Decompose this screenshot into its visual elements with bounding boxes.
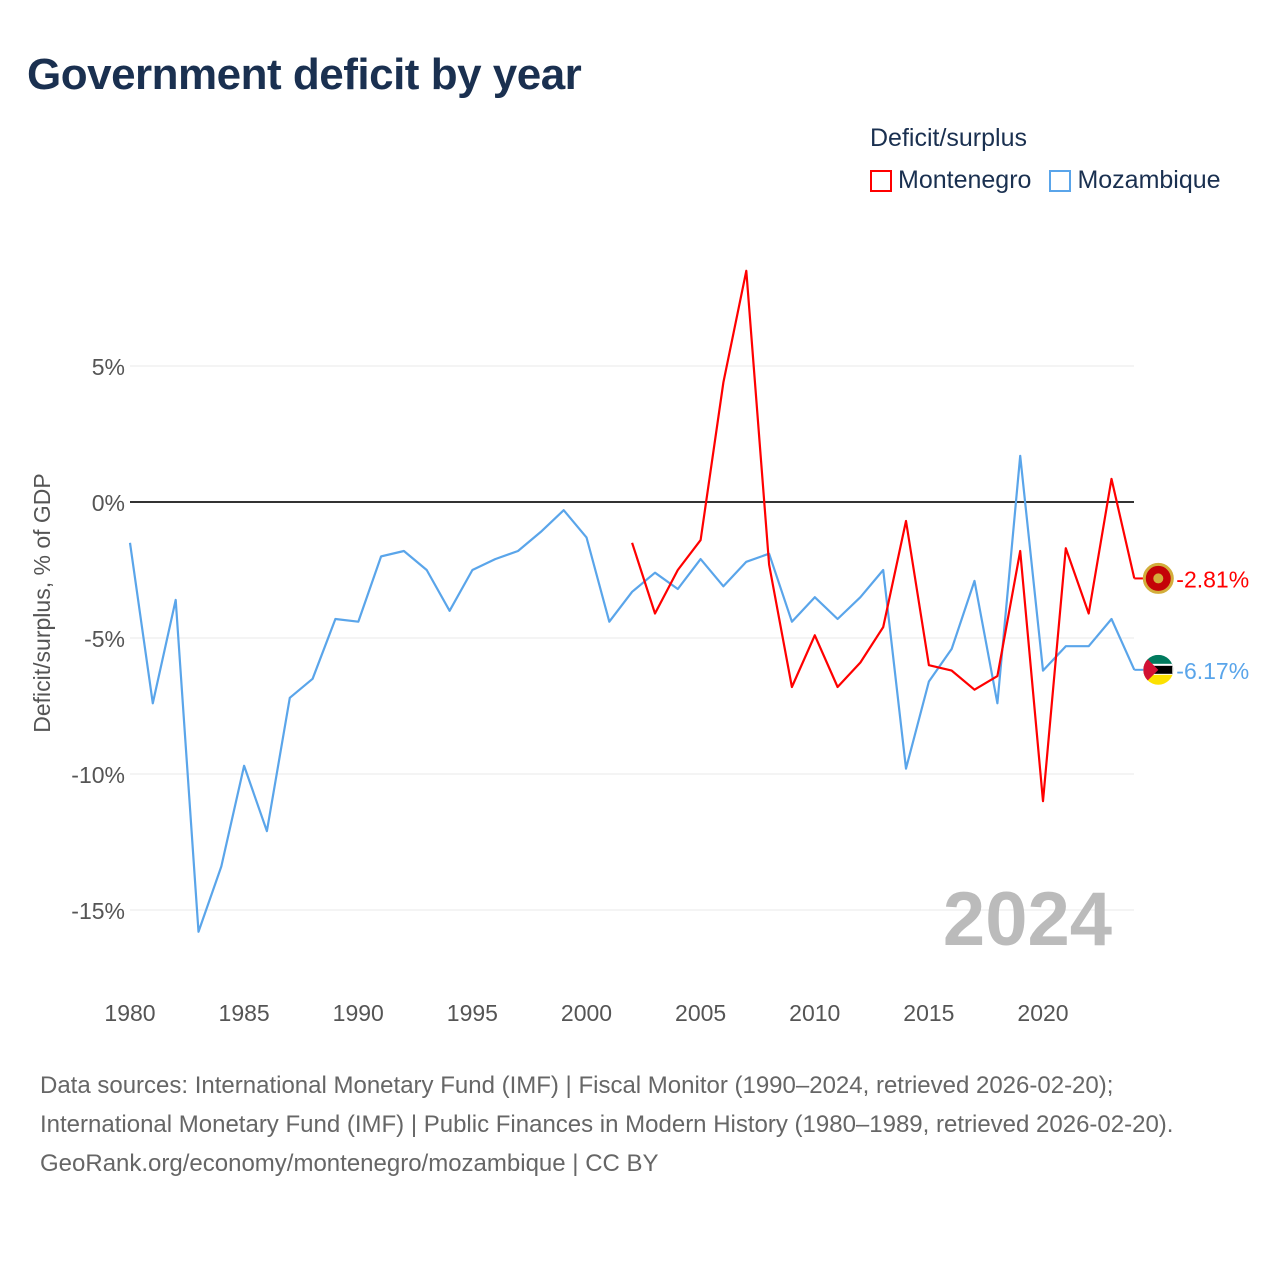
credit-link[interactable]: GeoRank.org/economy/montenegro/mozambiqu… [40,1150,659,1177]
legend-label: Montenegro [898,166,1032,194]
y-tick-label: 5% [92,354,125,380]
legend-title: Deficit/surplus [870,124,1027,152]
series-line-montenegro [631,269,1136,803]
y-tick-label: 0% [92,490,125,516]
x-tick-label: 1995 [447,1000,498,1026]
x-tick-label: 2020 [1017,1000,1068,1026]
y-tick-label: -5% [84,626,125,652]
y-axis-label: Deficit/surplus, % of GDP [29,473,55,732]
legend-swatch-mozambique [1049,169,1072,192]
x-tick-label: 1985 [219,1000,270,1026]
y-tick-label: -10% [71,762,125,788]
y-tick-label: -15% [71,898,125,924]
x-tick-label: 2010 [789,1000,840,1026]
end-value-label: -6.17% [1176,658,1249,684]
x-tick-label: 1980 [104,1000,155,1026]
legend-item-montenegro[interactable]: Montenegro [870,166,1031,195]
chart-title: Government deficit by year [27,50,582,99]
x-tick-label: 2005 [675,1000,726,1026]
x-tick-label: 2015 [903,1000,954,1026]
x-tick-label: 2000 [561,1000,612,1026]
legend: Montenegro Mozambique [870,166,1221,195]
series-line-mozambique [128,454,1136,933]
end-value-label: -2.81% [1176,566,1249,592]
montenegro-emblem-icon [1153,573,1164,584]
footer: Data sources: International Monetary Fun… [40,1066,1240,1183]
legend-swatch-montenegro [870,169,892,192]
x-tick-label: 1990 [333,1000,384,1026]
mozambique-flag-icon [1143,654,1174,685]
data-sources: Data sources: International Monetary Fun… [40,1072,1174,1138]
legend-label: Mozambique [1077,166,1221,194]
year-watermark: 2024 [943,877,1112,962]
legend-item-mozambique[interactable]: Mozambique [1049,166,1221,195]
